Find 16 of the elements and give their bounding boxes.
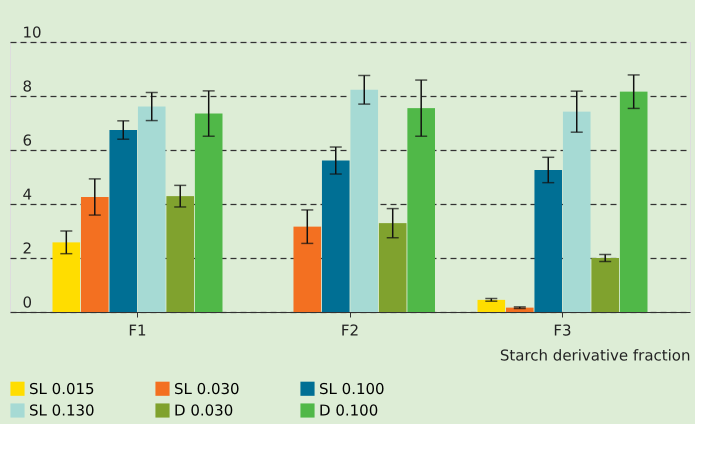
legend-label: SL 0.130: [29, 402, 95, 420]
legend-label: SL 0.015: [29, 380, 95, 398]
y-tick-label: 0: [22, 294, 32, 312]
legend-label: D 0.100: [319, 402, 378, 420]
y-tick-label: 8: [22, 78, 32, 96]
x-axis-title: Starch derivative fraction: [500, 346, 690, 364]
y-tick-label: 4: [22, 186, 32, 204]
y-tick-label: 2: [22, 240, 32, 258]
legend-label: SL 0.100: [319, 380, 385, 398]
x-tick-label: F3: [553, 322, 572, 340]
x-tick-label: F1: [128, 322, 147, 340]
x-tick-label: F2: [340, 322, 360, 340]
y-tick-label: 10: [22, 24, 42, 42]
legend-label: D 0.030: [174, 402, 234, 420]
y-tick-label: 6: [22, 132, 32, 150]
legend-label: SL 0.030: [174, 380, 240, 398]
